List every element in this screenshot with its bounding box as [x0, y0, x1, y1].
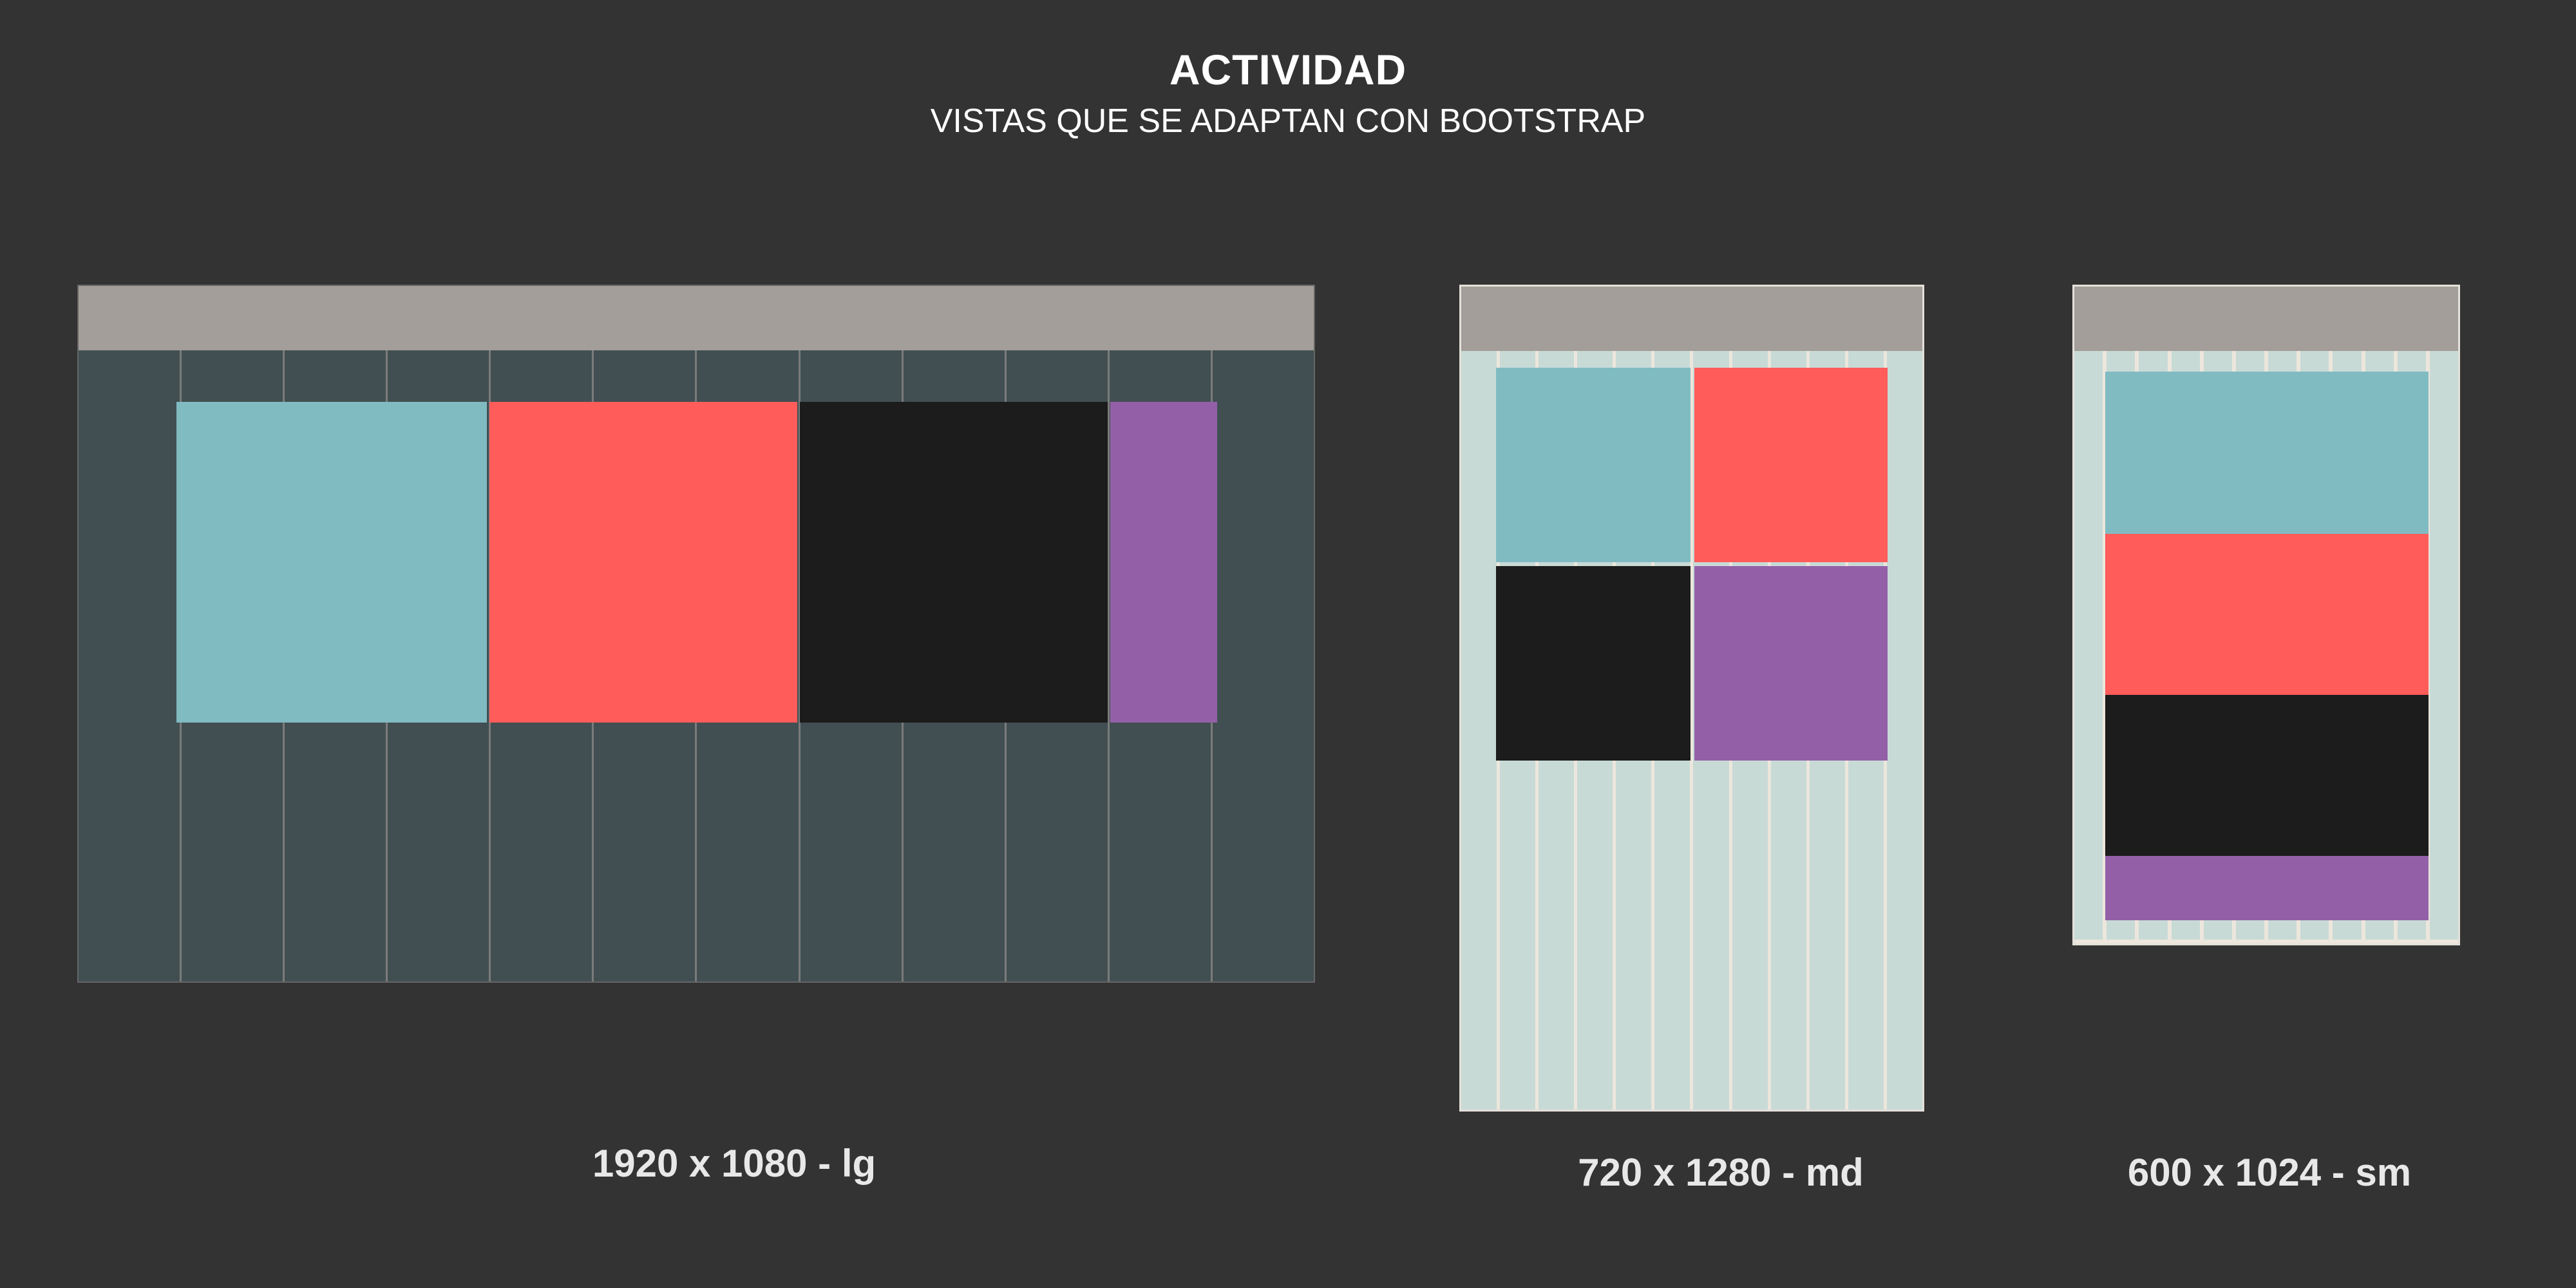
caption-sm: 600 x 1024 - sm [2127, 1151, 2412, 1194]
lg-grid-column [1210, 350, 1314, 981]
lg-grid-column [798, 350, 902, 981]
lg-block-teal [176, 402, 487, 723]
md-grid-column [1461, 351, 1497, 1110]
sm-block-teal [2105, 372, 2429, 534]
view-lg-mockup [77, 285, 1315, 983]
sm-block-purple [2105, 856, 2429, 920]
md-grid-column [1690, 351, 1728, 1110]
view-sm-mockup [2072, 285, 2460, 945]
md-block-black [1496, 566, 1690, 761]
view-md-mockup [1459, 285, 1924, 1112]
caption-md: 720 x 1280 - md [1578, 1151, 1864, 1194]
lg-grid-column [1107, 350, 1211, 981]
sm-block-black [2105, 695, 2429, 856]
sm-grid-column [2425, 351, 2458, 943]
sm-grid-column [2074, 351, 2103, 943]
lg-navbar [79, 286, 1314, 350]
sm-grid-column [2103, 351, 2135, 943]
page-title: ACTIVIDAD [1169, 46, 1407, 93]
caption-lg: 1920 x 1080 - lg [592, 1142, 876, 1185]
lg-block-black [800, 402, 1108, 723]
lg-grid-column [79, 350, 180, 981]
lg-block-red [489, 402, 797, 723]
page-subtitle: VISTAS QUE SE ADAPTAN CON BOOTSTRAP [930, 102, 1646, 140]
md-grid-column [1883, 351, 1922, 1110]
md-block-purple [1694, 566, 1888, 761]
md-block-red [1694, 368, 1888, 562]
md-navbar [1461, 287, 1922, 351]
lg-block-purple [1110, 402, 1217, 723]
sm-navbar [2074, 287, 2458, 351]
sm-bottom-gutter [2074, 940, 2458, 943]
md-block-teal [1496, 368, 1690, 562]
sm-block-red [2105, 534, 2429, 695]
